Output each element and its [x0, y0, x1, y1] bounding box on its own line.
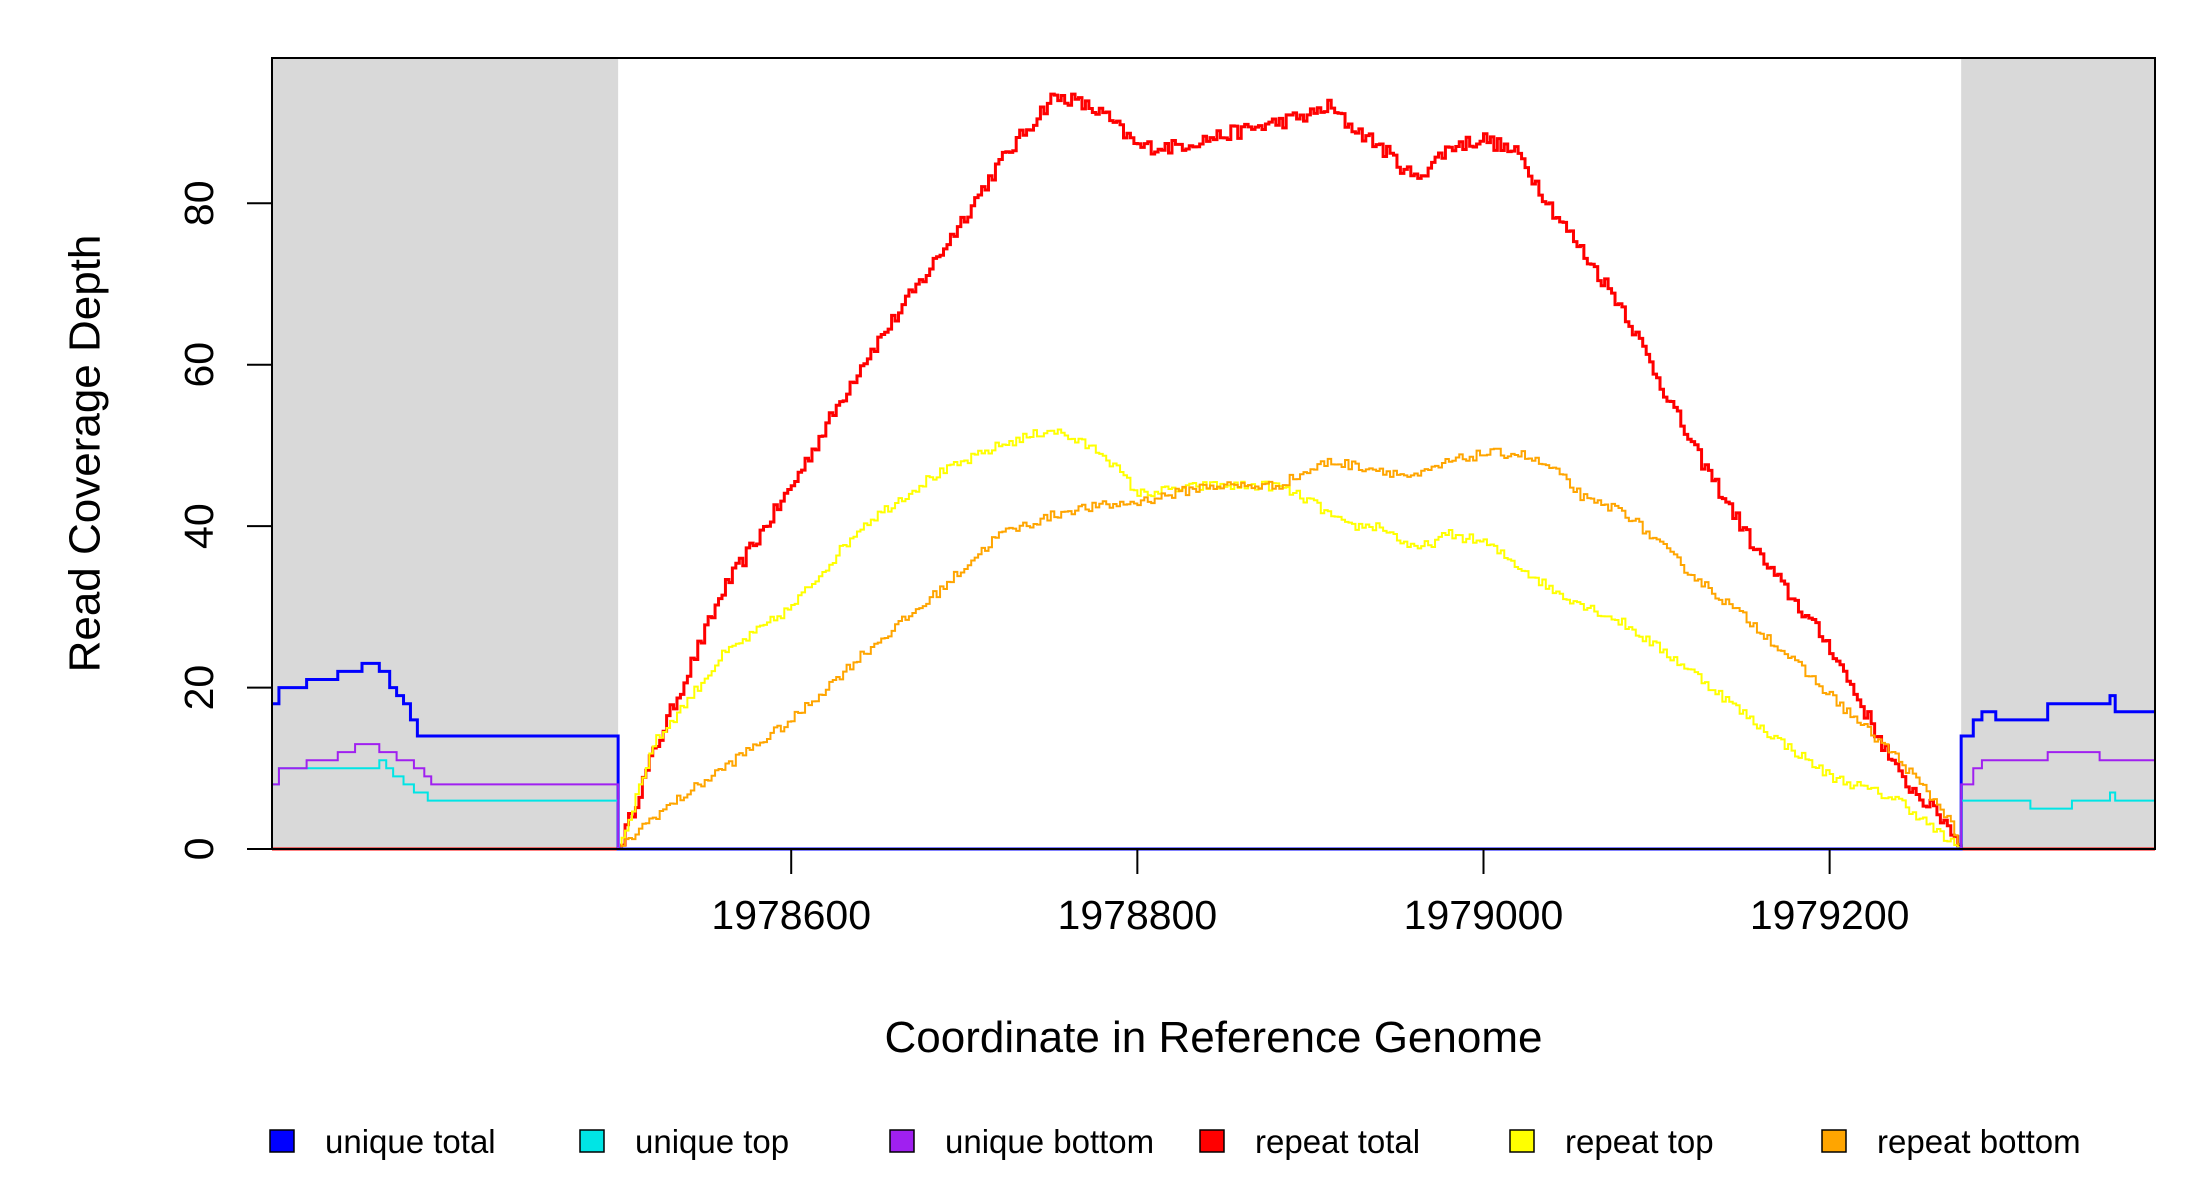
y-axis-label: Read Coverage Depth [61, 235, 110, 673]
legend-swatch [889, 1129, 915, 1153]
x-tick-label: 1978800 [1058, 892, 1218, 938]
shaded-region-1 [1961, 58, 2155, 849]
y-axis: 0 20 40 60 80 [176, 180, 273, 861]
series-line-repeat-total [272, 92, 2155, 851]
legend-swatch [1821, 1129, 1847, 1153]
legend-swatch [579, 1129, 605, 1153]
x-axis: 1978600 1978800 1979000 1979200 [711, 848, 1910, 938]
legend-swatch [1509, 1129, 1535, 1153]
y-tick-label: 40 [176, 503, 222, 549]
shaded-region-0 [272, 58, 619, 849]
series-lines [272, 92, 2155, 851]
y-tick-label: 20 [176, 665, 222, 711]
legend-label: unique bottom [945, 1123, 1154, 1160]
legend-label: repeat top [1565, 1123, 1714, 1160]
y-tick-label: 80 [176, 180, 222, 226]
legend-label: unique total [325, 1123, 496, 1160]
legend-label: repeat bottom [1877, 1123, 2081, 1160]
legend-label: repeat total [1255, 1123, 1420, 1160]
series-line-repeat-bottom [272, 447, 2155, 850]
legend-swatch [1199, 1129, 1225, 1153]
shaded-regions [272, 58, 2155, 849]
x-axis-label: Coordinate in Reference Genome [885, 1013, 1543, 1062]
series-line-unique-total [272, 661, 2155, 851]
x-tick-label: 1979000 [1404, 892, 1564, 938]
y-tick-label: 0 [176, 838, 222, 861]
y-tick-label: 60 [176, 342, 222, 388]
legend: unique total unique top unique bottom repea… [269, 1123, 2081, 1160]
legend-swatch [269, 1129, 295, 1153]
legend-label: unique top [635, 1123, 789, 1160]
series-line-repeat-top [272, 428, 2155, 850]
x-tick-label: 1978600 [711, 892, 871, 938]
x-tick-label: 1979200 [1750, 892, 1910, 938]
series-line-unique-bottom [272, 743, 2155, 850]
